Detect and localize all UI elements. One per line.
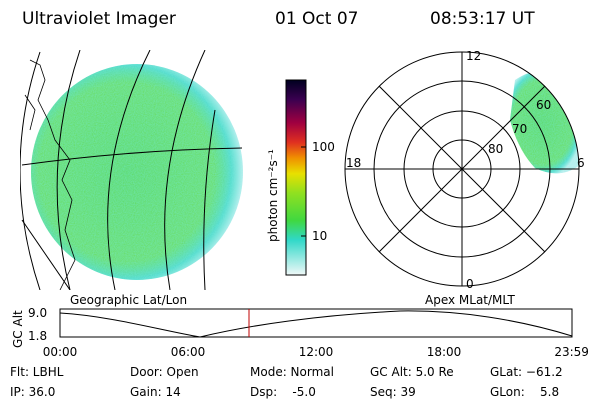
timeline-xtick: 06:00 — [171, 345, 206, 359]
mlat-label: 80 — [488, 142, 503, 156]
status-field: GLat: −61.2 — [490, 365, 563, 379]
instrument: Ultraviolet Imager — [22, 9, 176, 29]
colorbar-label: photon cm⁻²s⁻¹ — [266, 149, 280, 242]
mlt-label: 0 — [466, 277, 474, 291]
mlt-label: 12 — [466, 49, 481, 63]
mlat-label: 60 — [536, 98, 551, 112]
colorbar-tick-label: 10 — [312, 229, 327, 243]
timeline-xtick: 12:00 — [299, 345, 334, 359]
panel-label: Geographic Lat/Lon — [70, 293, 187, 307]
status-field: Flt: LBHL — [10, 365, 64, 379]
colorbar-tick-label: 100 — [312, 140, 335, 154]
mlt-label: 6 — [577, 156, 585, 170]
time: 08:53:17 UT — [430, 9, 535, 29]
mlt-label: 18 — [346, 156, 361, 170]
polar-plot: 12 18 6 0 60 70 80 — [344, 49, 585, 291]
timeline-ytick: 9.0 — [28, 306, 47, 320]
status-field: IP: 36.0 — [10, 385, 55, 399]
colorbar — [285, 79, 307, 276]
status-field: Mode: Normal — [250, 365, 334, 379]
status-field: Gain: 14 — [130, 385, 181, 399]
status-field: GLon: 5.8 — [490, 385, 559, 399]
timeline-xtick: 18:00 — [427, 345, 462, 359]
altitude-timeline — [59, 308, 573, 338]
status-field: Seq: 39 — [370, 385, 416, 399]
panel-label: Apex MLat/MLT — [425, 293, 515, 307]
timeline-xtick: 00:00 — [43, 345, 78, 359]
geographic-image — [20, 50, 243, 290]
timeline-ylabel: GC Alt — [11, 310, 25, 348]
date: 01 Oct 07 — [275, 9, 358, 29]
status-field: Door: Open — [130, 365, 199, 379]
timeline-ytick: 1.8 — [28, 329, 47, 343]
status-field: Dsp: -5.0 — [250, 385, 316, 399]
status-field: GC Alt: 5.0 Re — [370, 365, 454, 379]
timeline-xtick: 23:59 — [554, 345, 589, 359]
mlat-label: 70 — [512, 122, 527, 136]
